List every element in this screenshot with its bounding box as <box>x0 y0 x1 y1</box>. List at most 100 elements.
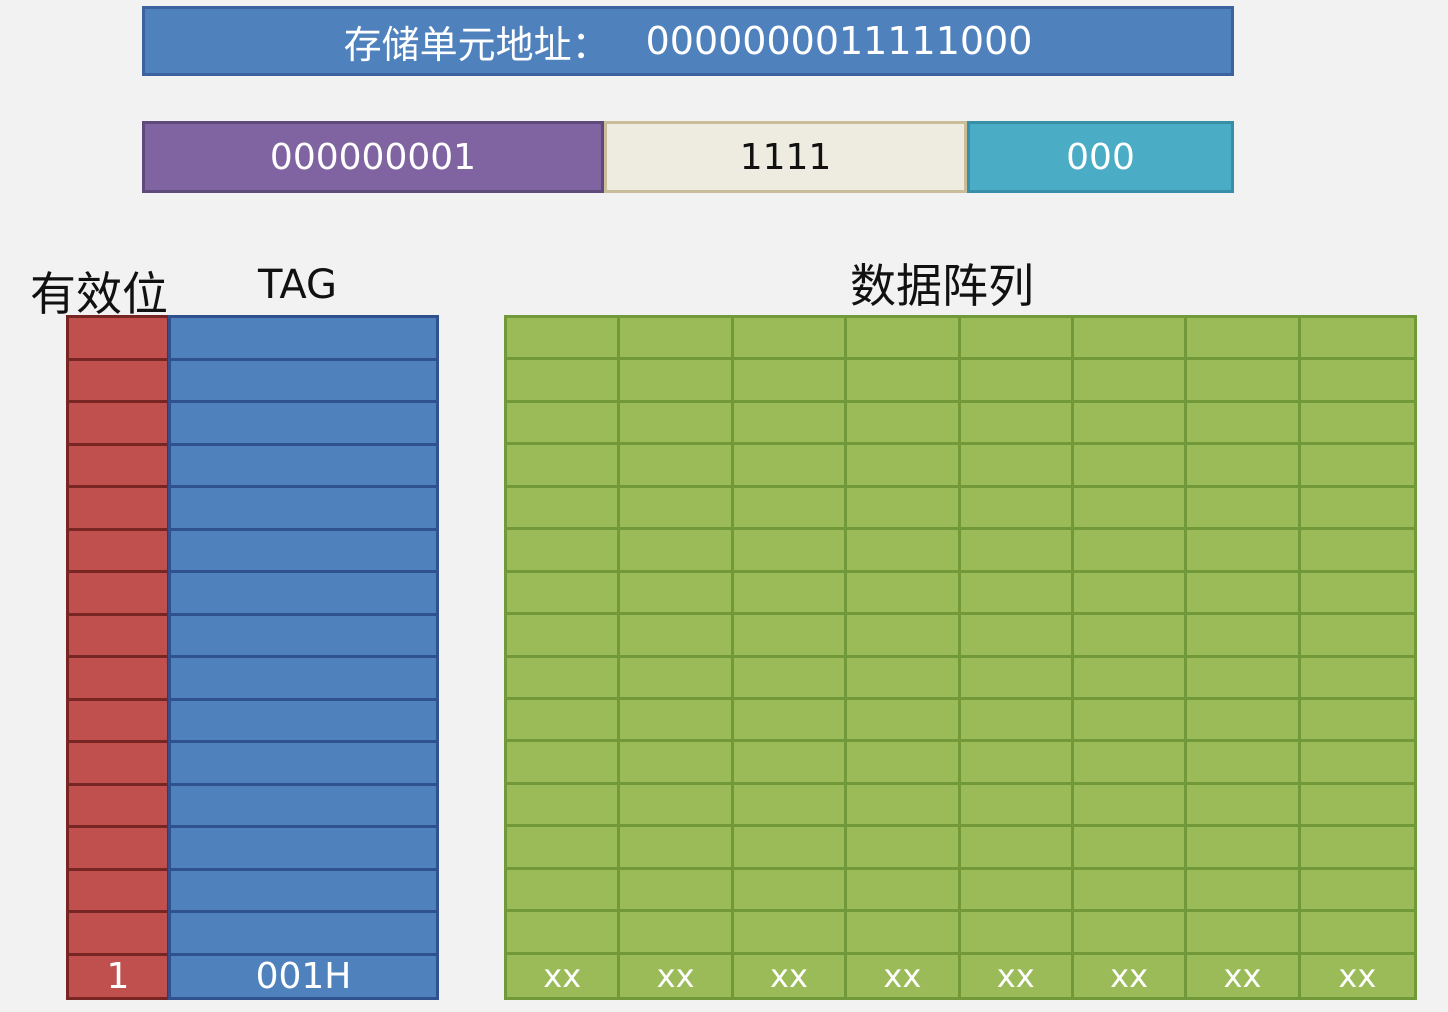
data-cell <box>620 402 734 446</box>
data-cell <box>507 360 621 403</box>
data-cell <box>1300 870 1414 913</box>
data-cell <box>507 869 621 913</box>
data-cell <box>960 615 1074 658</box>
data-cell <box>960 699 1074 743</box>
data-cell <box>1073 402 1188 446</box>
tag-cell <box>171 743 436 786</box>
data-cell <box>960 869 1074 913</box>
data-cell <box>960 445 1074 488</box>
data-cell <box>1300 700 1414 743</box>
data-cell <box>1300 827 1414 870</box>
data-cell <box>1073 699 1188 743</box>
data-cell <box>1300 573 1414 616</box>
address-label: 存储单元地址： <box>343 22 610 67</box>
data-cell <box>960 572 1074 616</box>
data-cell <box>507 487 621 531</box>
data-cell <box>960 360 1074 403</box>
tag-cell: 001H <box>255 955 352 997</box>
data-cell <box>1187 615 1301 658</box>
valid-bit-cell <box>69 573 167 616</box>
data-cell <box>1187 827 1301 870</box>
data-cell <box>1187 742 1301 785</box>
data-cell <box>1187 487 1301 531</box>
data-cell <box>847 615 961 658</box>
data-cell <box>620 742 734 785</box>
data-cell <box>847 318 961 361</box>
data-cell <box>733 572 848 616</box>
data-cell <box>620 699 734 743</box>
data-cell <box>1187 657 1301 700</box>
data-cell <box>733 360 848 403</box>
valid-bit-cell <box>69 361 167 404</box>
data-cell <box>733 487 848 531</box>
data-cell <box>1187 530 1301 573</box>
address-value: 0000000011111000 <box>645 19 1033 63</box>
data-cell <box>1300 318 1414 361</box>
data-cell <box>1300 360 1414 403</box>
tag-cell <box>171 616 436 659</box>
data-cell <box>1073 487 1188 531</box>
valid-bit-cell <box>69 318 167 361</box>
data-cell <box>1187 572 1301 616</box>
data-cell <box>1300 530 1414 573</box>
data-cell <box>960 912 1074 955</box>
data-cell <box>1187 318 1301 361</box>
tag-cell <box>171 318 436 361</box>
index-field: 1111 <box>604 121 967 193</box>
data-cell <box>1073 657 1188 700</box>
data-cell <box>847 487 961 531</box>
data-cell <box>507 318 621 361</box>
data-cell: xx <box>961 954 1074 997</box>
data-cell <box>507 912 621 955</box>
data-cell <box>733 402 848 446</box>
data-cell <box>620 572 734 616</box>
valid-bit-cell <box>69 701 167 744</box>
data-cell <box>1300 445 1414 488</box>
data-cell <box>1300 912 1414 955</box>
data-cell <box>1300 615 1414 658</box>
data-cell <box>733 530 848 573</box>
valid-bit-cell <box>69 743 167 786</box>
valid-bit-column: 1 <box>66 315 170 1000</box>
data-cell <box>1300 403 1414 446</box>
tag-cell <box>171 573 436 616</box>
data-cell <box>733 827 848 870</box>
data-cell <box>507 784 621 828</box>
valid-bit-header: 有效位 <box>30 267 168 321</box>
valid-bit-cell: 1 <box>106 955 130 997</box>
data-cell <box>1073 827 1188 870</box>
data-cell <box>620 318 734 361</box>
data-cell <box>847 360 961 403</box>
data-cell <box>507 530 621 573</box>
data-cell <box>1187 912 1301 955</box>
data-cell: xx <box>1187 954 1301 997</box>
data-cell <box>507 742 621 785</box>
data-cell <box>620 869 734 913</box>
data-cell <box>1073 742 1188 785</box>
tag-cell <box>171 488 436 531</box>
data-cell <box>620 827 734 870</box>
data-cell <box>620 615 734 658</box>
data-cell <box>847 869 961 913</box>
data-cell <box>733 318 848 361</box>
address-split-fields: 000000001 1111 000 <box>142 121 1234 193</box>
data-cell <box>1300 488 1414 531</box>
tag-cell <box>171 361 436 404</box>
data-cell <box>1073 445 1188 488</box>
data-cell <box>733 445 848 488</box>
data-cell <box>847 572 961 616</box>
data-cell <box>1187 402 1301 446</box>
data-cell <box>507 657 621 700</box>
tag-header: TAG <box>258 262 337 308</box>
data-cell <box>507 445 621 488</box>
valid-bit-cell <box>69 786 167 829</box>
data-cell <box>960 657 1074 700</box>
tag-cell <box>171 828 436 871</box>
valid-bit-cell <box>69 828 167 871</box>
data-cell: xx <box>507 954 621 997</box>
data-cell <box>507 827 621 870</box>
valid-bit-cell <box>69 913 167 956</box>
data-cell <box>1073 318 1188 361</box>
data-cell <box>1300 785 1414 828</box>
data-cell <box>847 912 961 955</box>
